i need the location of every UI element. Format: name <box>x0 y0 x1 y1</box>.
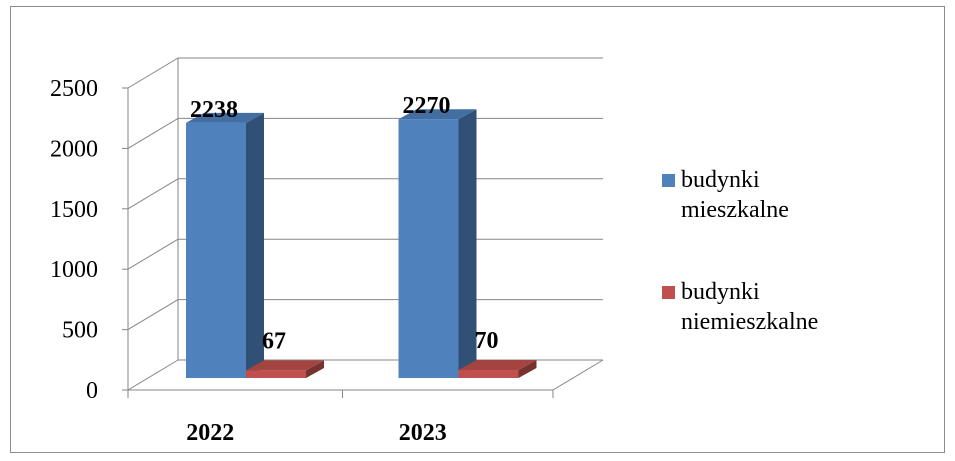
legend-item-nonresidential: budynki niemieszkalne <box>662 277 947 337</box>
bar-top <box>246 360 324 371</box>
y-tick-label: 500 <box>62 318 98 344</box>
legend-item-residential: budynki mieszkalne <box>662 165 947 225</box>
floor-right-edge <box>552 359 604 391</box>
gridline-side <box>127 238 179 270</box>
y-tick-label: 2000 <box>50 136 98 162</box>
legend-label-residential: budynki mieszkalne <box>681 167 789 223</box>
gridline-side <box>127 57 179 89</box>
bar-residential-2022 <box>186 122 246 378</box>
legend-label-nonresidential: budynki niemieszkalne <box>681 279 819 335</box>
bar-residential-2023 <box>398 119 459 378</box>
bar-nonresidential-2023 <box>458 370 519 378</box>
gridline-side <box>127 178 179 210</box>
data-label: 67 <box>262 328 286 354</box>
x-category-label: 2023 <box>399 420 447 446</box>
data-label: 2238 <box>190 97 238 123</box>
legend-swatch-residential <box>662 174 675 187</box>
axes <box>122 58 604 398</box>
bar-side <box>518 360 537 378</box>
bar-nonresidential-2022 <box>246 370 306 378</box>
legend: budynki mieszkalne budynki niemieszkalne <box>662 165 947 337</box>
legend-swatch-nonresidential <box>662 286 675 299</box>
labels: 0 500 1000 1500 2000 2500 2238 67 2022 2270 70 2023 <box>50 76 499 446</box>
gridline-side <box>127 117 179 149</box>
y-tick-label: 2500 <box>50 76 98 102</box>
bar-side <box>458 109 477 378</box>
bar-top <box>458 360 537 371</box>
y-tick-label: 0 <box>86 378 98 404</box>
bar-top <box>398 109 477 120</box>
data-label: 70 <box>475 328 499 354</box>
bar-side <box>246 112 264 379</box>
x-category-label: 2022 <box>186 420 234 446</box>
bar-side <box>306 360 324 378</box>
gridline-side <box>127 359 179 391</box>
y-tick-label: 1500 <box>50 197 98 223</box>
data-label: 2270 <box>403 93 451 119</box>
bars <box>186 109 537 379</box>
bar-top <box>186 112 264 123</box>
gridline-side <box>127 299 179 331</box>
chart-frame <box>10 6 945 453</box>
y-tick-label: 1000 <box>50 257 98 283</box>
